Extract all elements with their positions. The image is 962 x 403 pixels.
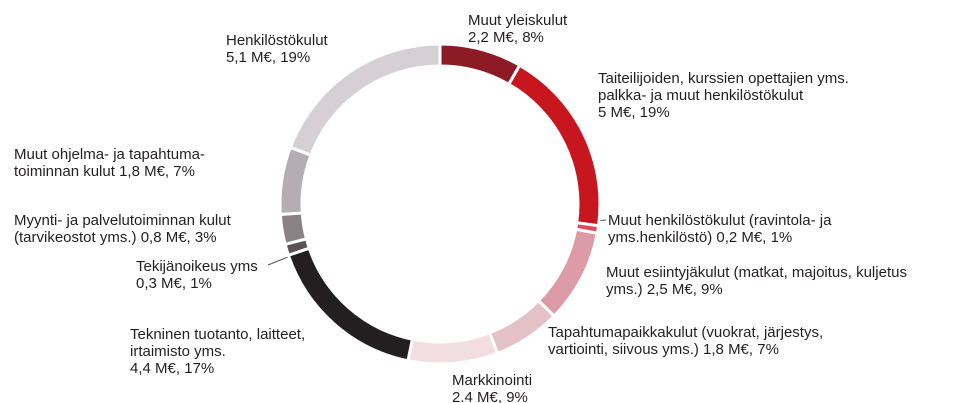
- category-label: Muut esiintyjäkulut (matkat, majoitus, k…: [606, 264, 907, 281]
- category-label: yms.henkilöstö): [608, 229, 713, 246]
- segment-label: Henkilöstökulut 5,1 M€, 19%: [226, 32, 328, 66]
- category-label: Tekijänoikeus yms: [136, 258, 258, 275]
- segment-label: Tekninen tuotanto, laitteet, irtaimisto y…: [130, 326, 305, 377]
- segment-label: Muut yleiskulut 2,2 M€, 8%: [468, 12, 567, 46]
- category-label: Muut ohjelma- ja tapahtuma-: [14, 146, 205, 163]
- value-label: 0,8 M€, 3%: [140, 229, 217, 246]
- donut-segment: [487, 298, 557, 356]
- category-label: Henkilöstökulut: [226, 32, 328, 49]
- category-label: Taiteilijoiden, kurssien opettajien yms.: [598, 70, 849, 87]
- category-label: Muut yleiskulut: [468, 12, 568, 29]
- segment-label: Myynti- ja palvelutoiminnan kulut (tarvik…: [14, 212, 231, 246]
- category-label: Muut henkilöstökulut (ravintola- ja: [608, 212, 832, 229]
- value-label: 4,4 M€, 17%: [130, 360, 215, 377]
- category-label: palkka- ja muut henkilöstökulut: [598, 87, 804, 104]
- donut-segment: [286, 246, 415, 363]
- category-label: Myynti- ja palvelutoiminnan kulut: [14, 212, 231, 229]
- segment-label: Tekijänoikeus yms 0,3 M€, 1%: [136, 258, 258, 292]
- leader-line: [267, 256, 289, 266]
- donut-segment: [288, 42, 442, 158]
- donut-segment: [438, 42, 522, 87]
- donut-segment: [506, 63, 602, 228]
- segment-label: Muut esiintyjäkulut (matkat, majoitus, k…: [606, 264, 907, 298]
- value-label: 2,2 M€, 8%: [468, 29, 544, 46]
- donut-segment: [536, 227, 600, 319]
- value-label: 0,3 M€, 1%: [136, 275, 212, 292]
- category-label: irtaimisto yms.: [130, 343, 226, 360]
- segment-label: Muut ohjelma- ja tapahtuma-toiminnan kul…: [14, 146, 205, 180]
- value-label: 5 M€, 19%: [598, 104, 670, 121]
- category-label: Markkinointi: [452, 372, 533, 389]
- segment-label: Tapahtumapaikkakulut (vuokrat, järjestys…: [548, 324, 823, 358]
- value-label: 5,1 M€, 19%: [226, 49, 311, 66]
- category-label: (tarvikeostot yms.): [14, 229, 137, 246]
- segment-label: Markkinointi 2.4 M€, 9%: [452, 372, 532, 403]
- donut-segment: [278, 145, 313, 217]
- value-label: 1,8 M€, 7%: [119, 163, 195, 180]
- category-label: toiminnan kulut: [14, 163, 115, 180]
- category-label: Tapahtumapaikkakulut (vuokrat, järjestys…: [548, 324, 824, 341]
- value-label: 2,5 M€, 9%: [646, 281, 723, 298]
- donut-segment: [406, 330, 500, 366]
- donut-segment: [278, 211, 309, 247]
- category-label: Tekninen tuotanto, laitteet,: [130, 326, 306, 343]
- segment-label: Muut henkilöstökulut (ravintola- ja yms.h…: [608, 212, 831, 246]
- segment-label: Taiteilijoiden, kurssien opettajien yms.…: [598, 70, 849, 121]
- value-label: 2.4 M€, 9%: [452, 389, 528, 403]
- value-label: 0,2 M€, 1%: [716, 229, 793, 246]
- category-label: yms.): [606, 281, 643, 298]
- value-label: 1,8 M€, 7%: [703, 341, 779, 358]
- category-label: vartiointi, siivous yms.): [548, 341, 699, 358]
